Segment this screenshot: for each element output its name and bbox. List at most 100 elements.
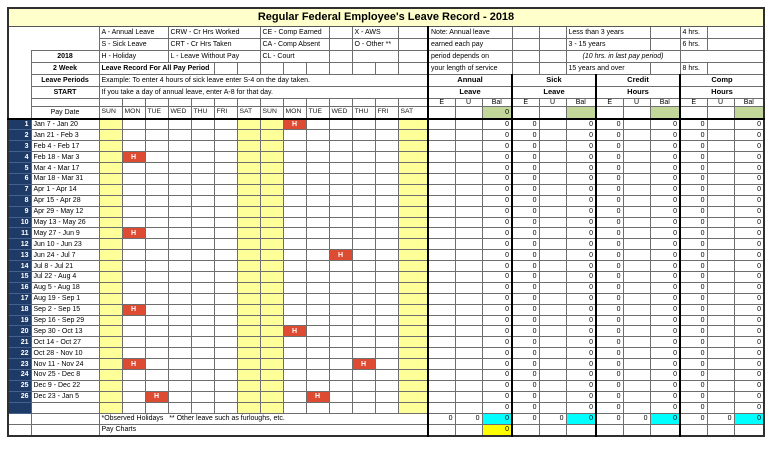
leave-cell[interactable]: 0	[481, 325, 513, 338]
day-cell[interactable]	[397, 238, 429, 251]
day-cell[interactable]	[213, 390, 238, 403]
leave-cell[interactable]: 0	[679, 183, 708, 196]
day-cell[interactable]	[305, 303, 330, 316]
day-cell[interactable]	[305, 379, 330, 392]
day-cell[interactable]	[328, 172, 353, 185]
day-cell[interactable]	[236, 281, 261, 294]
day-cell[interactable]	[190, 260, 215, 272]
leave-cell[interactable]	[706, 216, 735, 229]
day-cell[interactable]	[167, 172, 192, 185]
day-cell[interactable]	[259, 260, 284, 272]
day-cell[interactable]	[397, 368, 429, 381]
day-cell[interactable]	[351, 292, 376, 305]
leave-cell[interactable]	[706, 303, 735, 316]
day-cell[interactable]	[259, 281, 284, 294]
leave-cell[interactable]: 0	[511, 281, 540, 294]
leave-cell[interactable]: 0	[511, 336, 540, 349]
leave-cell[interactable]	[538, 140, 567, 153]
day-cell[interactable]	[98, 238, 123, 251]
total-cell[interactable]: 0	[706, 412, 735, 425]
leave-cell[interactable]	[706, 227, 735, 240]
leave-cell[interactable]: 0	[649, 172, 681, 185]
leave-cell[interactable]	[622, 140, 651, 153]
leave-cell[interactable]	[454, 368, 483, 381]
leave-cell[interactable]	[454, 183, 483, 196]
day-cell[interactable]	[167, 336, 192, 349]
day-cell[interactable]	[328, 183, 353, 196]
day-cell[interactable]	[213, 118, 238, 131]
leave-cell[interactable]: 0	[679, 358, 708, 370]
leave-cell[interactable]: 0	[733, 292, 765, 305]
leave-cell[interactable]	[427, 303, 456, 316]
day-cell[interactable]	[305, 270, 330, 283]
day-cell[interactable]	[98, 347, 123, 360]
day-cell[interactable]	[213, 216, 238, 229]
leave-cell[interactable]	[538, 194, 567, 207]
leave-cell[interactable]	[427, 162, 456, 174]
leave-cell[interactable]: 0	[511, 216, 540, 229]
day-cell[interactable]	[121, 205, 146, 218]
day-cell[interactable]	[374, 129, 399, 142]
day-cell[interactable]	[190, 390, 215, 403]
day-cell[interactable]	[121, 249, 146, 262]
day-cell[interactable]	[305, 172, 330, 185]
total-cell[interactable]: 0	[538, 412, 567, 425]
leave-cell[interactable]	[622, 194, 651, 207]
day-cell[interactable]	[98, 194, 123, 207]
leave-cell[interactable]: 0	[565, 401, 597, 414]
leave-cell[interactable]	[706, 358, 735, 370]
leave-cell[interactable]: 0	[733, 129, 765, 142]
leave-cell[interactable]	[538, 151, 567, 164]
leave-cell[interactable]: 0	[481, 249, 513, 262]
leave-cell[interactable]	[706, 151, 735, 164]
day-cell[interactable]	[167, 401, 192, 414]
leave-cell[interactable]: 0	[679, 227, 708, 240]
day-cell[interactable]	[282, 336, 307, 349]
day-cell[interactable]	[167, 140, 192, 153]
day-cell[interactable]	[351, 281, 376, 294]
day-cell[interactable]	[144, 314, 169, 327]
day-cell[interactable]	[190, 172, 215, 185]
leave-cell[interactable]	[706, 260, 735, 272]
day-cell[interactable]	[374, 227, 399, 240]
day-cell[interactable]	[144, 162, 169, 174]
leave-cell[interactable]: 0	[595, 260, 624, 272]
leave-cell[interactable]: 0	[733, 216, 765, 229]
leave-cell[interactable]	[427, 172, 456, 185]
leave-cell[interactable]: 0	[511, 183, 540, 196]
day-cell[interactable]	[282, 249, 307, 262]
leave-cell[interactable]: 0	[649, 194, 681, 207]
day-cell[interactable]	[328, 129, 353, 142]
holiday-cell[interactable]: H	[328, 249, 353, 262]
day-cell[interactable]	[144, 401, 169, 414]
leave-cell[interactable]: 0	[733, 238, 765, 251]
day-cell[interactable]	[374, 183, 399, 196]
day-cell[interactable]	[236, 216, 261, 229]
day-cell[interactable]	[121, 162, 146, 174]
day-cell[interactable]	[397, 390, 429, 403]
day-cell[interactable]	[259, 314, 284, 327]
leave-cell[interactable]: 0	[481, 162, 513, 174]
day-cell[interactable]	[328, 379, 353, 392]
day-cell[interactable]	[190, 140, 215, 153]
holiday-cell[interactable]: H	[144, 390, 169, 403]
leave-cell[interactable]: 0	[565, 205, 597, 218]
day-cell[interactable]	[374, 216, 399, 229]
leave-cell[interactable]: 0	[481, 390, 513, 403]
leave-cell[interactable]: 0	[565, 227, 597, 240]
leave-cell[interactable]: 0	[595, 358, 624, 370]
day-cell[interactable]	[121, 270, 146, 283]
leave-cell[interactable]	[706, 118, 735, 131]
leave-cell[interactable]: 0	[733, 183, 765, 196]
leave-cell[interactable]	[538, 314, 567, 327]
day-cell[interactable]	[190, 162, 215, 174]
leave-cell[interactable]: 0	[481, 314, 513, 327]
day-cell[interactable]	[397, 270, 429, 283]
day-cell[interactable]	[190, 336, 215, 349]
day-cell[interactable]	[259, 249, 284, 262]
day-cell[interactable]	[351, 325, 376, 338]
total-cell[interactable]: 0	[733, 412, 765, 425]
leave-cell[interactable]: 0	[481, 292, 513, 305]
total-cell[interactable]: 0	[427, 412, 456, 425]
day-cell[interactable]	[397, 401, 429, 414]
